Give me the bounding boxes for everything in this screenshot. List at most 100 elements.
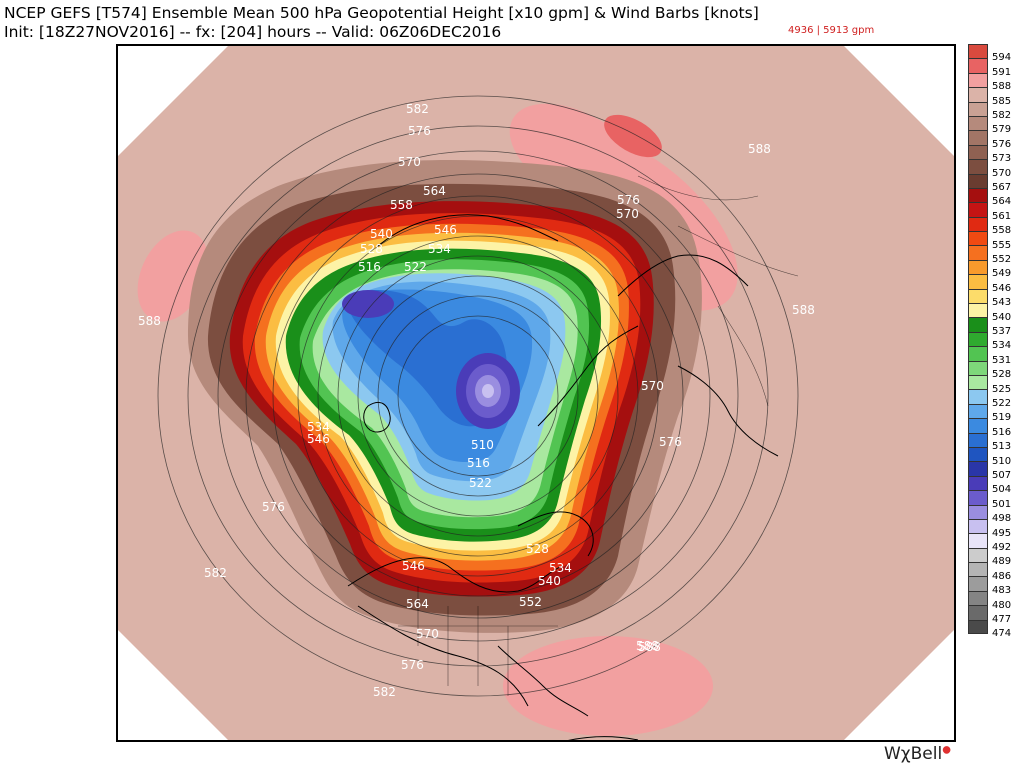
legend-label: 555	[992, 239, 1012, 251]
legend-label: 552	[992, 254, 1012, 265]
secondary-low	[342, 290, 394, 318]
legend-swatch	[968, 202, 988, 217]
contour-label: 552	[519, 595, 542, 609]
contour-label: 588	[748, 142, 771, 156]
legend-swatch	[968, 374, 988, 390]
ridge-core	[604, 114, 662, 158]
legend-label: 519	[992, 412, 1012, 424]
legend-swatch	[968, 346, 988, 361]
legend-swatch	[968, 72, 988, 88]
legend-label: 576	[992, 138, 1012, 150]
legend-swatch	[968, 432, 988, 447]
legend-swatch	[968, 389, 988, 404]
legend-swatch	[968, 231, 988, 246]
contour-label: 522	[469, 476, 492, 490]
legend-label: 594	[992, 52, 1012, 64]
legend-swatch	[968, 403, 988, 419]
contour-label: 576	[659, 435, 682, 449]
wxbell-logo: WχBell●	[884, 744, 951, 764]
legend-swatch	[968, 360, 988, 375]
contour-label: 546	[307, 432, 330, 446]
map-title-line2: Init: [18Z27NOV2016] -- fx: [204] hours …	[4, 23, 502, 41]
contour-label: 540	[538, 574, 561, 588]
legend-swatch	[968, 562, 988, 577]
legend-swatch	[968, 475, 988, 491]
legend-label: 522	[992, 398, 1012, 409]
legend-swatch	[968, 446, 988, 462]
legend-swatch	[968, 44, 988, 59]
contour-label: 576	[401, 658, 424, 672]
contour-label: 564	[423, 184, 446, 198]
contour-label: 546	[434, 223, 457, 237]
contour-label: 582	[373, 685, 396, 699]
legend-swatch	[968, 245, 988, 260]
legend-label: 537	[992, 326, 1012, 337]
contour-label: 534	[428, 242, 451, 256]
legend-label: 474	[992, 628, 1012, 640]
legend-swatch	[968, 274, 988, 289]
legend-label: 498	[992, 513, 1012, 525]
vortex-center	[482, 384, 494, 398]
legend-label: 549	[992, 268, 1012, 280]
contour-label: 570	[641, 379, 664, 393]
contour-label: 558	[390, 198, 413, 212]
legend-label: 561	[992, 210, 1012, 222]
contour-label: 534	[549, 561, 572, 575]
legend-label: 528	[992, 369, 1012, 381]
legend-swatch	[968, 87, 988, 102]
legend-label: 582	[992, 110, 1012, 121]
ridge-caribbean	[503, 636, 713, 736]
legend-label: 492	[992, 542, 1012, 553]
legend-swatch	[968, 173, 988, 188]
legend-label: 489	[992, 556, 1012, 568]
coastlines	[347, 214, 779, 740]
contour-label: 528	[360, 242, 383, 256]
legend-label: 501	[992, 498, 1012, 510]
legend-swatch	[968, 144, 988, 160]
legend-swatch	[968, 619, 988, 635]
contour-label: 564	[406, 597, 429, 611]
contour-label: 570	[616, 207, 639, 221]
legend-swatch	[968, 605, 988, 620]
legend-label: 558	[992, 225, 1012, 237]
legend-swatch	[968, 590, 988, 606]
contour-label: 582	[406, 102, 429, 116]
legend-swatch	[968, 115, 988, 131]
legend-label: 588	[992, 81, 1012, 93]
legend-label: 570	[992, 167, 1012, 179]
contour-label: 570	[416, 627, 439, 641]
contour-label: 576	[262, 500, 285, 514]
political-borders	[398, 175, 799, 696]
legend-label: 546	[992, 282, 1012, 294]
legend-label: 480	[992, 599, 1012, 611]
legend-label: 504	[992, 484, 1012, 496]
contour-label: 588	[638, 640, 661, 654]
height-range-readout: 4936 | 5913 gpm	[788, 25, 875, 36]
legend-label: 525	[992, 383, 1012, 395]
contour-label: 588	[138, 314, 161, 328]
contour-label: 516	[358, 260, 381, 274]
legend-swatch	[968, 331, 988, 347]
legend-label: 564	[992, 196, 1012, 208]
legend-label: 573	[992, 153, 1012, 165]
legend-label: 585	[992, 95, 1012, 107]
legend-label: 495	[992, 527, 1012, 539]
contour-label: 534	[307, 420, 330, 434]
contour-label: 582	[204, 566, 227, 580]
legend-label: 483	[992, 585, 1012, 597]
contour-label: 546	[402, 559, 425, 573]
contour-label: 570	[398, 155, 421, 169]
contour-value-labels: 582 576 570 564 558 540 546 528 534 516 …	[138, 102, 815, 699]
contour-label: 576	[617, 193, 640, 207]
legend-swatch	[968, 216, 988, 232]
contour-label: 540	[370, 227, 393, 241]
legend-label: 516	[992, 426, 1012, 438]
map-panel: 582 576 570 564 558 540 546 528 534 516 …	[116, 44, 956, 742]
legend-label: 543	[992, 297, 1012, 309]
map-title-line1: NCEP GEFS [T574] Ensemble Mean 500 hPa G…	[4, 4, 759, 22]
legend-swatch	[968, 518, 988, 534]
legend-swatch	[968, 504, 988, 519]
contour-label: 528	[526, 542, 549, 556]
legend-swatch	[968, 187, 988, 203]
legend-label: 477	[992, 614, 1012, 625]
